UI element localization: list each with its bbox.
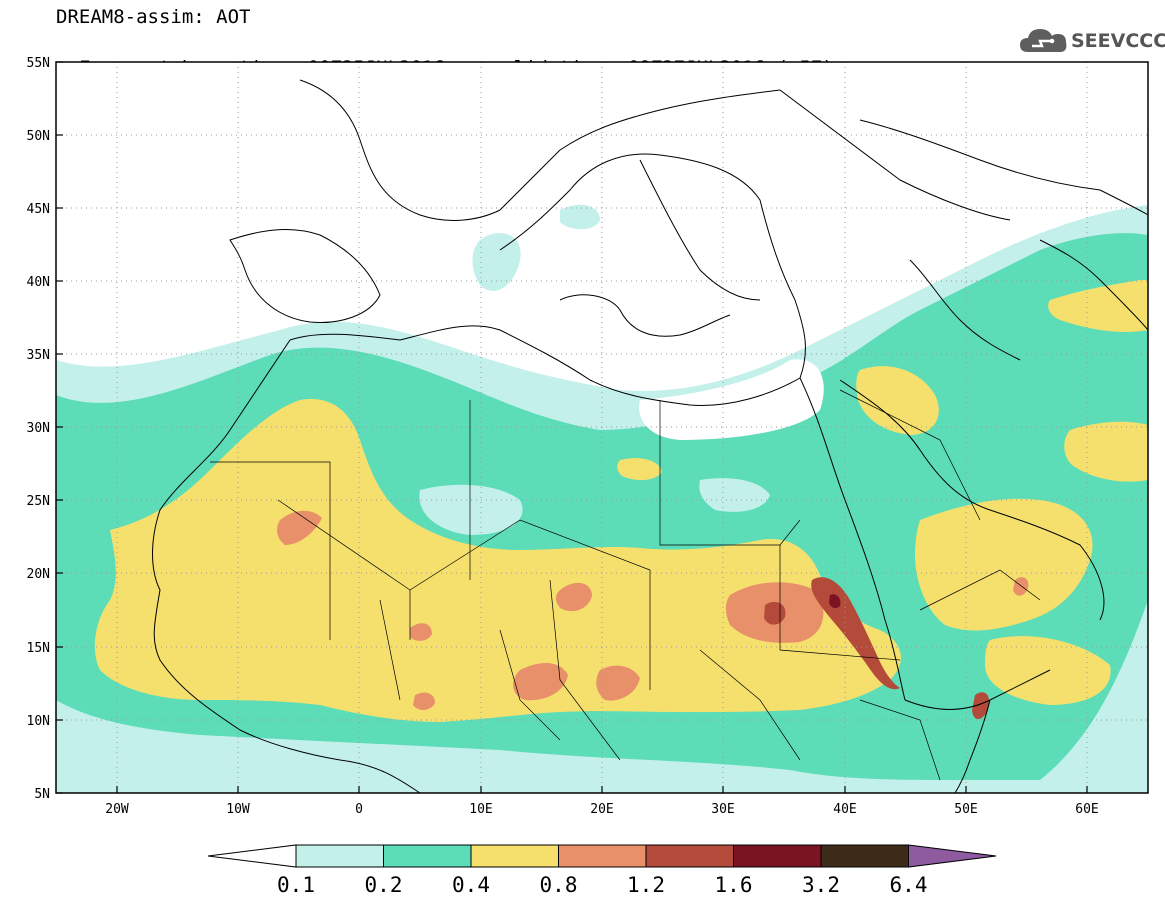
colorbar-segment — [295, 844, 384, 868]
colorbar-low-arrow — [207, 844, 297, 868]
lat-label: 25N — [27, 494, 50, 509]
lat-label: 40N — [27, 275, 50, 290]
lat-label: 15N — [27, 641, 50, 656]
cloud-icon — [1020, 29, 1067, 52]
lon-label: 50E — [954, 802, 977, 817]
colorbar-segment — [470, 844, 559, 868]
lon-label: 30E — [711, 802, 734, 817]
colorbar-label: 0.8 — [539, 873, 578, 897]
coastlines — [152, 79, 1148, 793]
lat-label: 45N — [27, 202, 50, 217]
latitude-labels: 55N 50N 45N 40N 35N 30N 25N 20N 15N 10N … — [27, 56, 50, 802]
lat-label: 55N — [27, 56, 50, 71]
lat-label: 10N — [27, 714, 50, 729]
lat-label: 20N — [27, 567, 50, 582]
lat-label: 5N — [34, 787, 50, 802]
lat-label: 30N — [27, 421, 50, 436]
lon-label: 40E — [833, 802, 856, 817]
colorbar-segment — [558, 844, 647, 868]
colorbar-label: 3.2 — [802, 873, 840, 897]
lon-label: 20W — [105, 802, 129, 817]
colorbar-segment — [820, 844, 909, 868]
lon-label: 0 — [355, 802, 363, 817]
colorbar-label: 6.4 — [889, 873, 928, 897]
colorbar-label: 0.1 — [277, 873, 315, 897]
seevccc-logo: SEEVCCC — [1018, 24, 1165, 58]
lon-label: 60E — [1075, 802, 1098, 817]
colorbar-label: 1.6 — [714, 873, 753, 897]
axis-ticks — [56, 61, 1088, 794]
map-title: DREAM8-assim: AOT — [56, 6, 251, 28]
colorbar-segment — [733, 844, 822, 868]
lon-label: 10E — [469, 802, 492, 817]
colorbar-label: 0.4 — [452, 873, 490, 897]
lat-label: 35N — [27, 348, 50, 363]
colorbar-segment — [645, 844, 734, 868]
colorbar — [207, 844, 997, 868]
longitude-labels: 20W 10W 0 10E 20E 30E 40E 50E 60E — [105, 802, 1098, 817]
lon-label: 10W — [226, 802, 250, 817]
colorbar-label: 1.2 — [627, 873, 665, 897]
colorbar-high-arrow — [908, 844, 997, 868]
colorbar-label: 0.2 — [364, 873, 403, 897]
borders — [210, 389, 1041, 781]
colorbar-segment — [383, 844, 472, 868]
logo-text: SEEVCCC — [1071, 30, 1165, 52]
lon-label: 20E — [590, 802, 613, 817]
lat-label: 50N — [27, 129, 50, 144]
